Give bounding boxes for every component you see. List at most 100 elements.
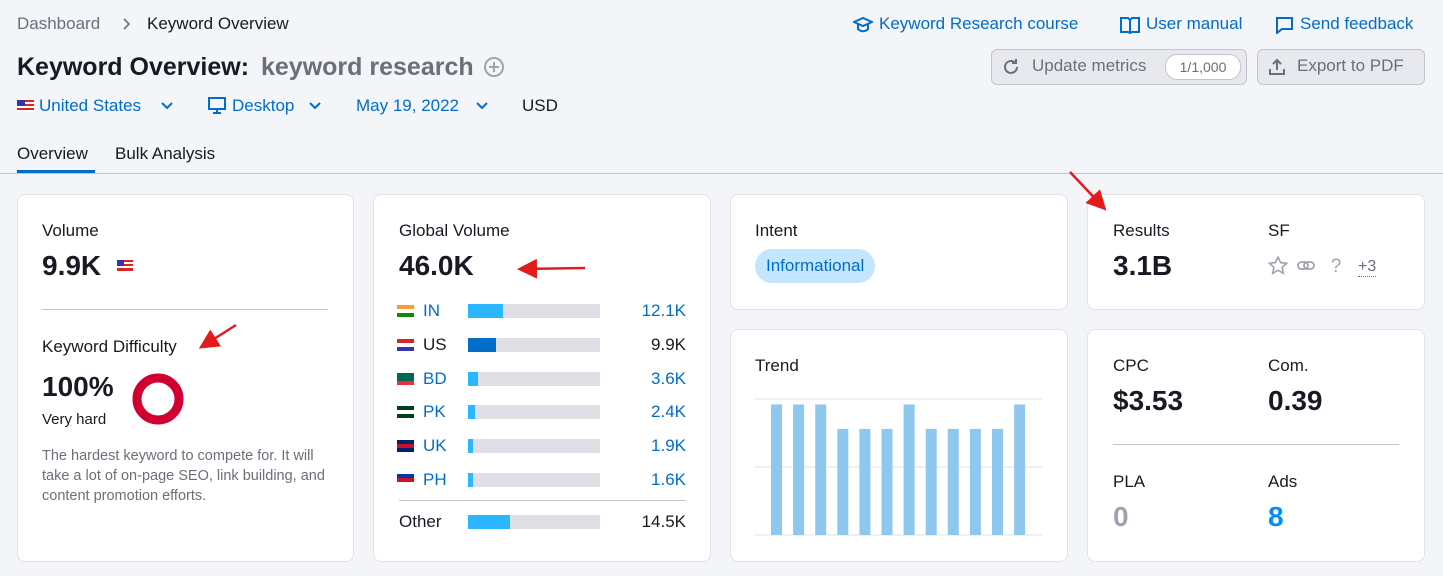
bar (468, 337, 497, 352)
label: Ads (1268, 472, 1298, 491)
bar-track (468, 371, 600, 386)
quota: 1/1,000 (1179, 59, 1227, 75)
card (730, 329, 1068, 562)
flag (17, 100, 34, 112)
trend-bar (1014, 404, 1026, 535)
keyword: keyword research (261, 53, 474, 81)
chevron (309, 102, 321, 110)
add-icon[interactable] (483, 56, 505, 78)
value: 3.1B (1113, 250, 1173, 281)
card (17, 194, 354, 562)
bar (468, 304, 503, 318)
page-title: Keyword Overview: (17, 53, 250, 81)
value: 46.0K (399, 250, 474, 281)
bar (468, 405, 475, 420)
link[interactable]: User manual (1146, 14, 1243, 33)
country-code: US (423, 334, 447, 354)
label: CPC (1113, 356, 1149, 375)
icon (208, 97, 226, 114)
description: The hardest keyword to compete for. It w… (42, 448, 325, 504)
filter[interactable]: May 19, 2022 (356, 96, 460, 115)
divider (1113, 444, 1399, 445)
tab[interactable]: Bulk Analysis (115, 144, 216, 163)
value: 0 (1113, 501, 1129, 532)
flag (397, 338, 414, 351)
sf-more[interactable]: +3 (1358, 257, 1377, 278)
tab[interactable]: Overview (17, 144, 88, 163)
bar (468, 371, 479, 386)
trend-bar (925, 428, 937, 535)
breadcrumb[interactable]: Dashboard (17, 14, 101, 33)
volume-label: 1.6K (651, 470, 686, 489)
value: 0.39 (1268, 385, 1323, 416)
card (1087, 329, 1425, 562)
svg-text:?: ? (1331, 256, 1342, 276)
flag (397, 474, 414, 486)
label: Com. (1268, 356, 1309, 375)
label: Volume (42, 221, 99, 240)
filter[interactable]: Desktop (232, 96, 295, 115)
divider (399, 500, 686, 501)
label: Trend (755, 356, 799, 375)
button-label: Export to PDF (1297, 56, 1404, 75)
volume-label: 9.9K (651, 334, 686, 354)
trend-bar (969, 428, 981, 535)
value[interactable]: 8 (1268, 501, 1284, 532)
card (1087, 194, 1425, 310)
intent-pill: Informational (755, 249, 876, 283)
volume-label: 12.1K (641, 301, 686, 320)
value: $3.53 (1113, 385, 1184, 416)
label: SF (1268, 221, 1290, 240)
link[interactable]: Send feedback (1300, 14, 1414, 33)
chevron (123, 18, 131, 30)
volume-label: 1.9K (651, 436, 686, 456)
trend-bar (771, 404, 782, 535)
bar (468, 473, 473, 487)
country-code: BD (423, 368, 447, 388)
chevron (161, 102, 173, 110)
sf-icons: ? (1268, 256, 1342, 276)
divider (42, 309, 328, 310)
divider (0, 173, 1443, 174)
difficulty-ring (132, 373, 184, 425)
flag (397, 406, 414, 419)
filter[interactable]: United States (39, 96, 142, 115)
button-label: Update metrics (1032, 56, 1147, 75)
flag (397, 305, 414, 317)
volume-label: 14.5K (641, 512, 686, 531)
ring-value (132, 373, 184, 425)
bar-track (468, 405, 600, 420)
country-code: UK (423, 436, 447, 456)
bar-track (468, 439, 600, 454)
icon (1269, 58, 1285, 75)
badge (1165, 54, 1241, 80)
icon (853, 16, 873, 33)
bar-track (468, 473, 600, 487)
level: Very hard (42, 411, 107, 428)
trend-bar (903, 404, 915, 535)
icon (1004, 59, 1018, 74)
volume-label: 2.4K (651, 402, 686, 422)
icon (1276, 17, 1293, 34)
trend-bar (815, 404, 827, 535)
breadcrumb: Keyword Overview (147, 14, 289, 33)
label: PLA (1113, 472, 1146, 491)
trend-bar (947, 428, 959, 535)
label: Keyword Difficulty (42, 337, 177, 356)
trend-bar (793, 404, 805, 535)
country-code: IN (423, 301, 440, 320)
country-code: PK (423, 402, 446, 422)
bar (468, 439, 474, 454)
flag (397, 372, 414, 385)
icon (1120, 17, 1140, 34)
export-button[interactable] (1257, 49, 1425, 85)
flag (397, 440, 414, 453)
country-code: Other (399, 512, 442, 531)
tab-indicator (17, 170, 95, 173)
trend-bar (992, 428, 1003, 535)
bar (468, 515, 510, 529)
link[interactable]: Keyword Research course (879, 14, 1079, 33)
label: Results (1113, 221, 1170, 240)
bar-track (468, 337, 600, 352)
volume-label: 3.6K (651, 368, 686, 388)
